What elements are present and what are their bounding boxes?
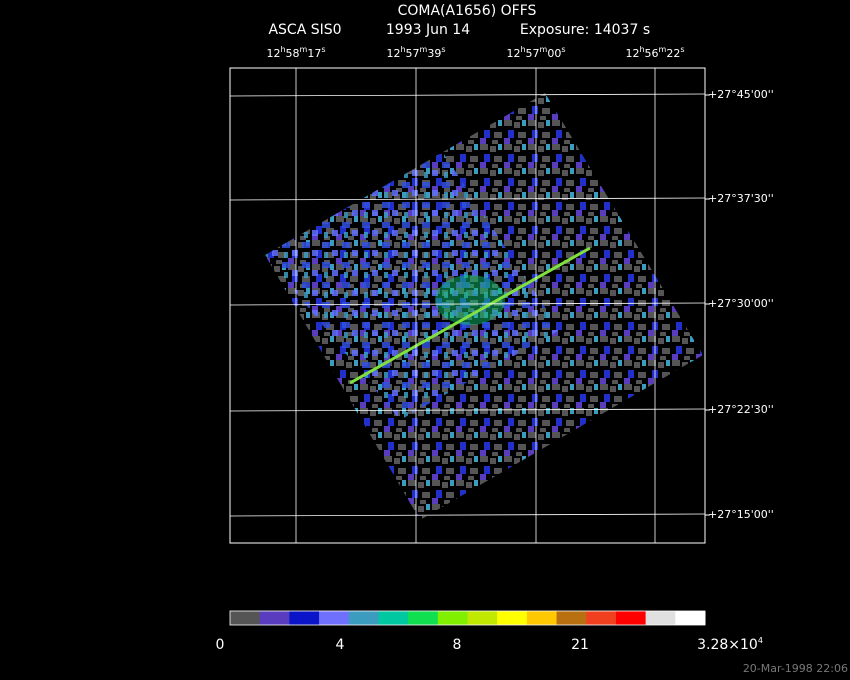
text-part: 4 — [336, 637, 345, 653]
colorbar-swatch — [467, 611, 498, 625]
colorbar-swatch — [586, 611, 617, 625]
exposure: Exposure: 14037 s — [520, 22, 650, 38]
dec-label: +27°22'30'' — [708, 403, 774, 416]
instrument: ASCA SIS0 — [268, 22, 341, 38]
colorbar-swatch — [526, 611, 558, 625]
text-part: 12 — [386, 47, 400, 60]
superscript: s — [441, 45, 445, 54]
superscript: h — [639, 45, 644, 54]
dec-label: +27°45'00'' — [708, 88, 774, 101]
colorbar-swatch — [497, 611, 528, 625]
timestamp: 20-Mar-1998 22:06 — [743, 662, 848, 675]
superscript: m — [300, 45, 308, 54]
superscript: 4 — [758, 636, 763, 645]
grid-line — [229, 302, 706, 306]
superscript: s — [321, 45, 325, 54]
ra-label: 12h58m17s — [266, 45, 325, 60]
superscript: h — [520, 45, 525, 54]
title: COMA(A1656) OFFS — [398, 3, 537, 19]
text-part: 57 — [406, 47, 420, 60]
colorbar-swatch — [615, 611, 647, 625]
text-part: 56 — [645, 47, 659, 60]
superscript: h — [280, 45, 285, 54]
date: 1993 Jun 14 — [386, 22, 470, 38]
grid-line — [229, 93, 706, 97]
colorbar-swatch — [289, 611, 320, 625]
grid-line — [229, 197, 706, 201]
superscript: s — [680, 45, 684, 54]
colorbar-swatch — [348, 611, 379, 625]
text-part: 58 — [286, 47, 300, 60]
text-part: 39 — [427, 47, 441, 60]
text-part: 8 — [453, 637, 462, 653]
colorbar-label: 8 — [453, 637, 462, 653]
superscript: m — [420, 45, 428, 54]
text-part: 57 — [526, 47, 540, 60]
text-part: 3.28×10 — [697, 637, 758, 653]
colorbar-label: 21 — [571, 637, 589, 653]
text-part: 12 — [506, 47, 520, 60]
grid-line — [229, 513, 706, 517]
dec-label: +27°37'30'' — [708, 192, 774, 205]
colorbar-label: 3.28×104 — [697, 636, 763, 653]
superscript: h — [400, 45, 405, 54]
text-part: 12 — [266, 47, 280, 60]
colorbar-swatch — [556, 611, 587, 625]
sky-image — [265, 93, 703, 520]
dec-label: +27°15'00'' — [708, 508, 774, 521]
dec-label: +27°30'00'' — [708, 297, 774, 310]
colorbar-swatch — [675, 611, 706, 625]
colorbar-swatch — [259, 611, 290, 625]
frame — [229, 67, 706, 544]
superscript: m — [540, 45, 548, 54]
ra-label: 12h57m39s — [386, 45, 445, 60]
text-part: 21 — [571, 637, 589, 653]
text-part: 12 — [625, 47, 639, 60]
colorbar-swatch — [378, 611, 409, 625]
superscript: m — [659, 45, 667, 54]
ra-label: 12h56m22s — [625, 45, 684, 60]
text-part: 0 — [216, 637, 225, 653]
colorbar-swatch — [319, 611, 350, 625]
colorbar-swatch — [437, 611, 468, 625]
colorbar-swatch — [408, 611, 439, 625]
colorbar-frame — [229, 610, 706, 626]
text-part: 22 — [666, 47, 680, 60]
grid — [229, 68, 706, 543]
colorbar-swatch — [230, 611, 261, 625]
superscript: s — [561, 45, 565, 54]
colorbar-label: 4 — [336, 637, 345, 653]
grid-line — [229, 408, 706, 412]
ra-label: 12h57m00s — [506, 45, 565, 60]
text-part: 17 — [307, 47, 321, 60]
colorbar-swatch — [645, 611, 676, 625]
text-part: 00 — [547, 47, 561, 60]
colorbar-label: 0 — [216, 637, 225, 653]
